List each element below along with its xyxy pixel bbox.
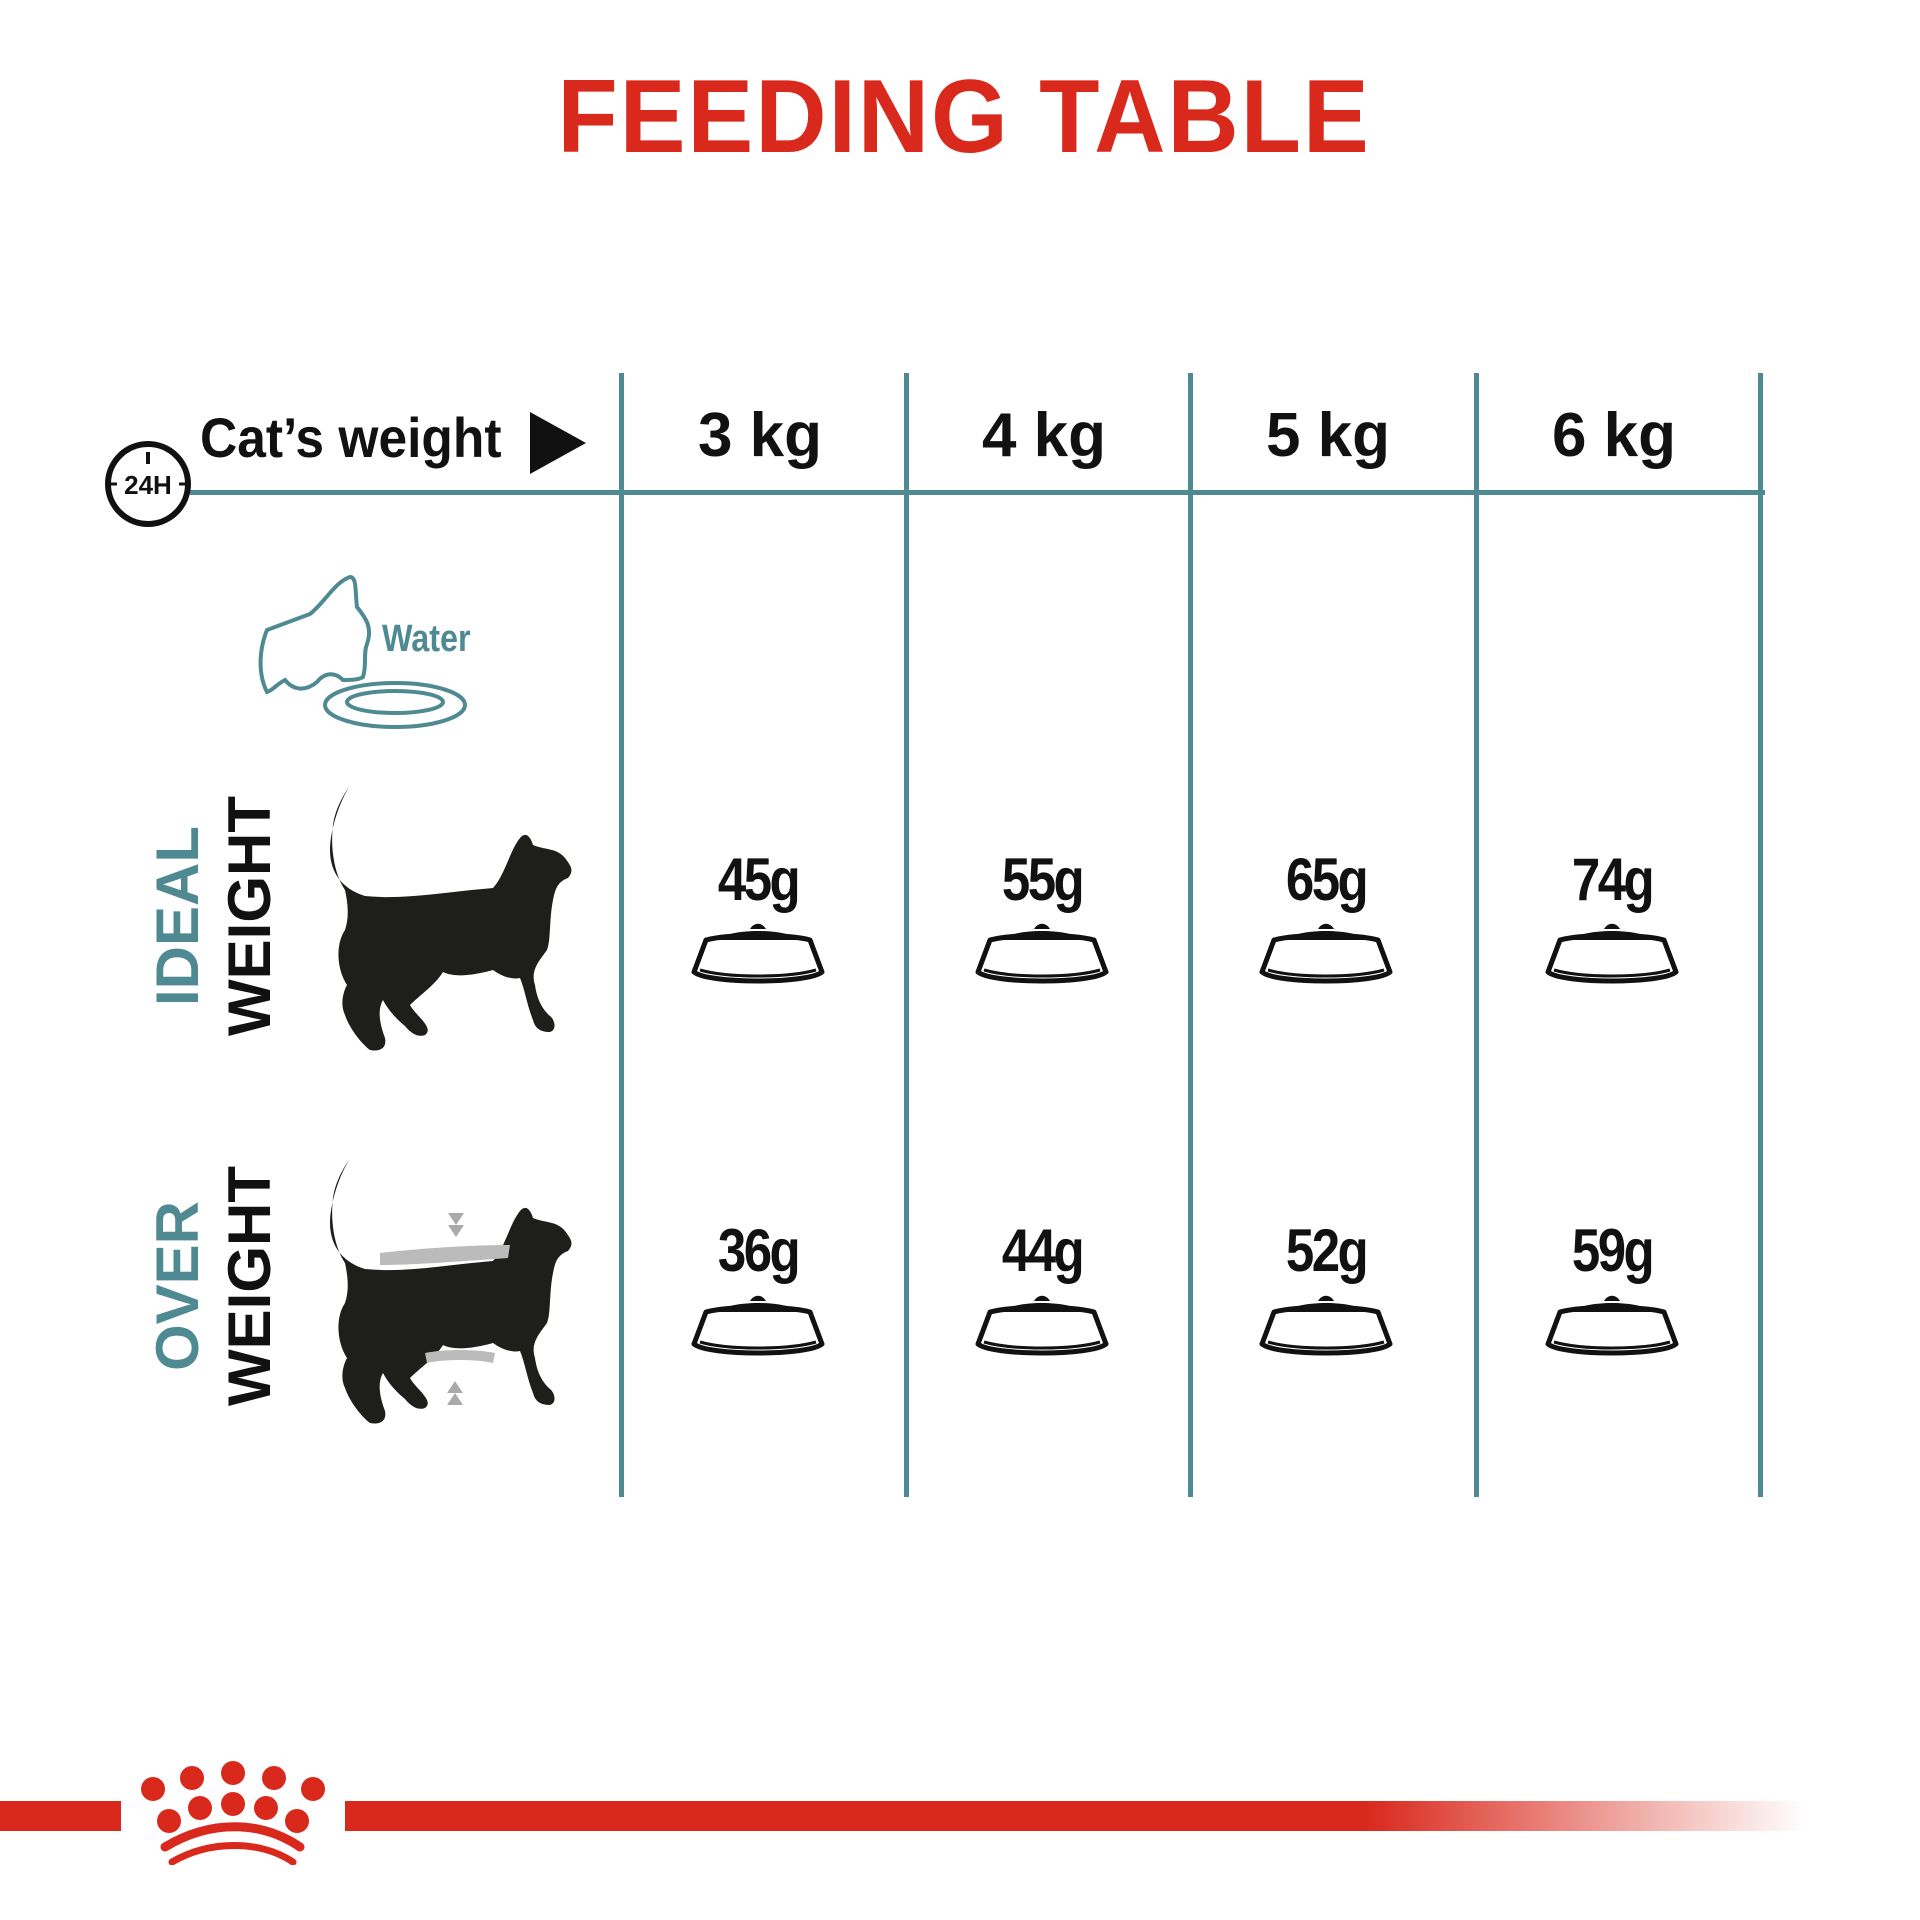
column-header-3kg: 3 kg [697,401,823,470]
over-3kg-value: 36g [717,1217,801,1284]
food-bowl-icon [972,1294,1112,1360]
food-bowl-icon [972,922,1112,988]
brand-bar-left [0,1801,121,1831]
column-header-4kg: 4 kg [981,401,1107,470]
royal-canin-crown-logo [135,1755,335,1870]
water-label: Water [382,618,471,660]
over-6kg-value: 59g [1571,1217,1655,1284]
column-header-6kg: 6 kg [1551,401,1677,470]
food-bowl-icon [1542,1294,1682,1360]
food-bowl-icon [1256,1294,1396,1360]
clock-24h-icon: 24H [103,439,193,529]
column-divider [619,373,624,1497]
food-bowl-icon [1256,922,1396,988]
row-label-over: OVER [144,1200,211,1372]
arrow-right-icon [530,412,586,479]
column-divider [1758,373,1763,1497]
column-divider [1474,373,1479,1497]
over-4kg-value: 44g [1001,1217,1085,1284]
svg-text:24H: 24H [124,470,172,500]
column-divider [904,373,909,1497]
brand-bar-right [345,1801,1805,1831]
row-label-weight: WEIGHT [216,1166,283,1406]
column-header-5kg: 5 kg [1265,401,1391,470]
ideal-5kg-value: 65g [1285,846,1369,913]
overweight-cat-silhouette-icon [325,1153,595,1430]
row-label-weight: WEIGHT [216,796,283,1036]
page-title: FEEDING TABLE [557,59,1371,175]
column-divider [1188,373,1193,1497]
ideal-6kg-value: 74g [1571,846,1655,913]
food-bowl-icon [688,1294,828,1360]
food-bowl-icon [688,922,828,988]
over-5kg-value: 52g [1285,1217,1369,1284]
ideal-3kg-value: 45g [717,846,801,913]
cat-drinking-water-icon [255,572,470,737]
row-label-ideal: IDEAL [144,826,211,1006]
cat-silhouette-icon [325,780,595,1057]
cats-weight-label: Cat’s weight [200,406,502,469]
food-bowl-icon [1542,922,1682,988]
ideal-4kg-value: 55g [1001,846,1085,913]
header-divider [190,490,1765,495]
